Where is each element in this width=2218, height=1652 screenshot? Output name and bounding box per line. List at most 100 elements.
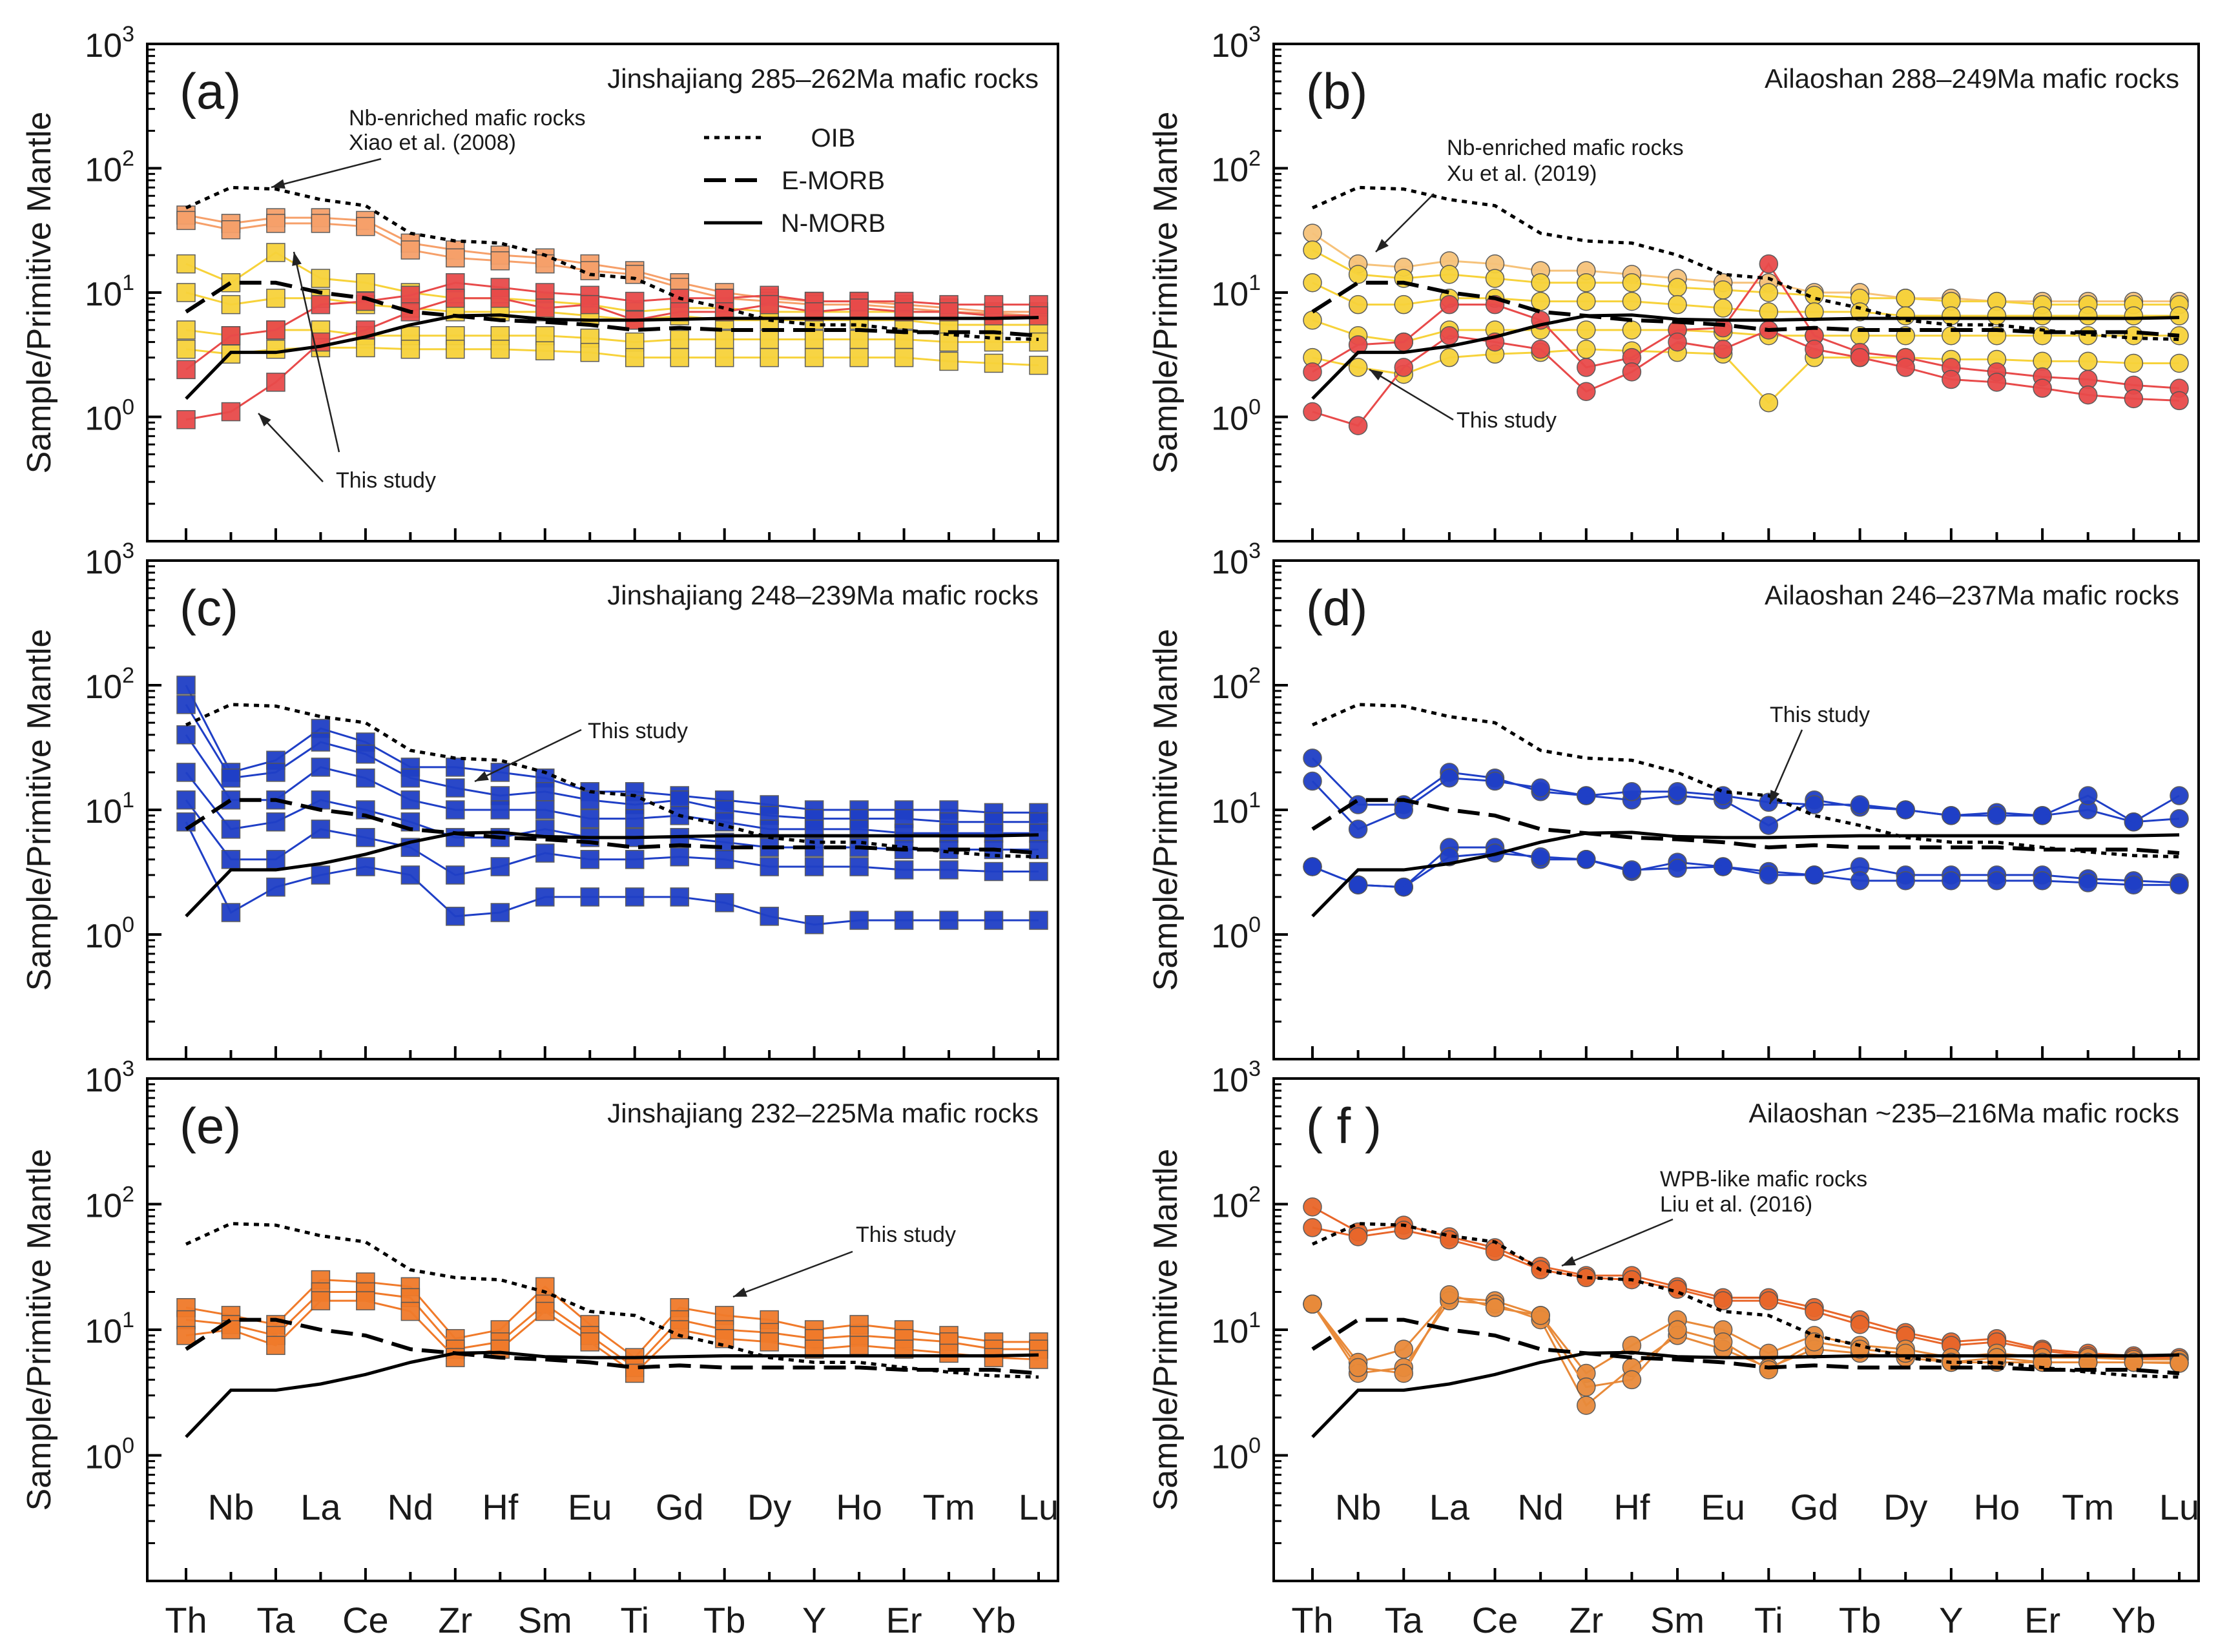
y-tick-base: 10 bbox=[85, 918, 122, 955]
arrow-head bbox=[292, 252, 302, 266]
y-tick-label: 100 bbox=[85, 1434, 134, 1476]
x-tick-label-odd: Lu bbox=[2159, 1487, 2199, 1527]
data-point-square bbox=[760, 329, 779, 349]
data-point-square bbox=[266, 1336, 285, 1356]
y-tick-label: 102 bbox=[85, 147, 134, 189]
legend-label: OIB bbox=[811, 124, 856, 152]
data-point-square bbox=[580, 790, 600, 810]
annotation-arrow bbox=[1369, 368, 1454, 421]
data-point-square bbox=[176, 340, 196, 359]
data-point-circle bbox=[1759, 302, 1779, 322]
data-point-circle bbox=[2170, 306, 2189, 325]
e-morb-curve bbox=[185, 798, 1039, 855]
data-point-square bbox=[535, 1301, 555, 1321]
data-point-square bbox=[356, 744, 375, 764]
y-tick-label: 103 bbox=[1211, 539, 1261, 581]
data-point-square bbox=[356, 338, 375, 358]
data-point-square bbox=[849, 911, 869, 930]
data-point-square bbox=[311, 294, 331, 315]
data-point-square bbox=[221, 768, 241, 788]
x-tick-label-odd: Nb bbox=[208, 1487, 254, 1527]
data-point-square bbox=[446, 865, 465, 885]
data-point-circle bbox=[1577, 1377, 1596, 1397]
y-tick-base: 10 bbox=[85, 276, 122, 313]
data-point-circle bbox=[1805, 865, 1824, 885]
x-tick-label-odd: Ho bbox=[836, 1487, 882, 1527]
data-point-square bbox=[446, 1348, 465, 1367]
y-tick-exponent: 1 bbox=[1249, 271, 1261, 295]
arrow-head bbox=[1376, 239, 1389, 252]
x-tick-label-even: Th bbox=[1291, 1600, 1333, 1640]
data-point-circle bbox=[1622, 1336, 1642, 1356]
panel-label: (b) bbox=[1306, 63, 1367, 119]
x-tick-label-even: Er bbox=[886, 1600, 922, 1640]
e-morb-curve bbox=[185, 280, 1039, 338]
data-point-circle bbox=[2078, 306, 2098, 325]
data-point-circle bbox=[1348, 358, 1368, 377]
data-point-square bbox=[760, 294, 779, 315]
y-tick-base: 10 bbox=[1211, 1313, 1249, 1350]
annotation-text: This study bbox=[588, 719, 688, 743]
data-point-circle bbox=[1622, 782, 1642, 801]
data-point-square bbox=[939, 351, 959, 371]
y-tick-label: 101 bbox=[85, 788, 134, 831]
y-tick-exponent: 0 bbox=[1249, 395, 1261, 420]
data-point-square bbox=[400, 1301, 420, 1321]
data-point-square bbox=[266, 243, 285, 262]
data-point-square bbox=[266, 373, 285, 392]
data-point-square bbox=[670, 847, 689, 867]
data-point-circle bbox=[1531, 847, 1550, 867]
data-point-circle bbox=[1759, 1291, 1779, 1310]
data-point-square bbox=[176, 725, 196, 745]
arrow-head bbox=[475, 771, 489, 781]
data-point-circle bbox=[1531, 340, 1550, 359]
data-point-circle bbox=[1759, 865, 1779, 885]
data-point-square bbox=[1029, 332, 1048, 352]
data-point-square bbox=[446, 248, 465, 268]
panel-title: Jinshajiang 285–262Ma mafic rocks bbox=[607, 63, 1039, 94]
data-point-circle bbox=[1942, 806, 1961, 825]
data-point-circle bbox=[1577, 273, 1596, 293]
data-point-circle bbox=[1896, 1343, 1915, 1363]
y-tick-base: 10 bbox=[1211, 276, 1249, 313]
data-point-circle bbox=[2124, 326, 2144, 346]
data-point-square bbox=[984, 306, 1004, 325]
y-tick-exponent: 1 bbox=[1249, 788, 1261, 812]
data-point-square bbox=[714, 347, 734, 367]
data-point-circle bbox=[2078, 351, 2098, 371]
data-point-circle bbox=[1896, 306, 1915, 325]
arrow-head bbox=[258, 413, 271, 427]
data-point-circle bbox=[1577, 320, 1596, 340]
x-tick-label-odd: Dy bbox=[747, 1487, 791, 1527]
data-point-circle bbox=[1577, 358, 1596, 377]
data-point-circle bbox=[1622, 1370, 1642, 1390]
y-tick-exponent: 3 bbox=[122, 1057, 134, 1081]
data-point-circle bbox=[1303, 749, 1322, 768]
data-point-circle bbox=[1622, 860, 1642, 880]
x-tick-label-even: Ti bbox=[1754, 1600, 1783, 1640]
data-point-square bbox=[311, 820, 331, 839]
data-point-square bbox=[400, 790, 420, 810]
data-point-circle bbox=[1394, 294, 1414, 315]
y-tick-label: 101 bbox=[85, 1308, 134, 1350]
y-tick-exponent: 0 bbox=[1249, 913, 1261, 937]
x-tick-label-odd: Tm bbox=[2062, 1487, 2114, 1527]
data-point-square bbox=[400, 768, 420, 788]
data-point-circle bbox=[1394, 358, 1414, 377]
data-point-square bbox=[356, 857, 375, 876]
data-point-circle bbox=[2033, 1352, 2052, 1372]
data-point-square bbox=[221, 294, 241, 315]
data-point-square bbox=[580, 809, 600, 829]
data-point-circle bbox=[2124, 1352, 2144, 1372]
x-tick-label-even: Zr bbox=[438, 1600, 472, 1640]
x-tick-label-even: Th bbox=[165, 1600, 207, 1640]
e-morb-curve bbox=[1311, 280, 2180, 338]
data-point-circle bbox=[2033, 871, 2052, 891]
y-tick-base: 10 bbox=[85, 668, 122, 706]
data-point-square bbox=[849, 329, 869, 349]
panel-label: (d) bbox=[1306, 579, 1367, 636]
